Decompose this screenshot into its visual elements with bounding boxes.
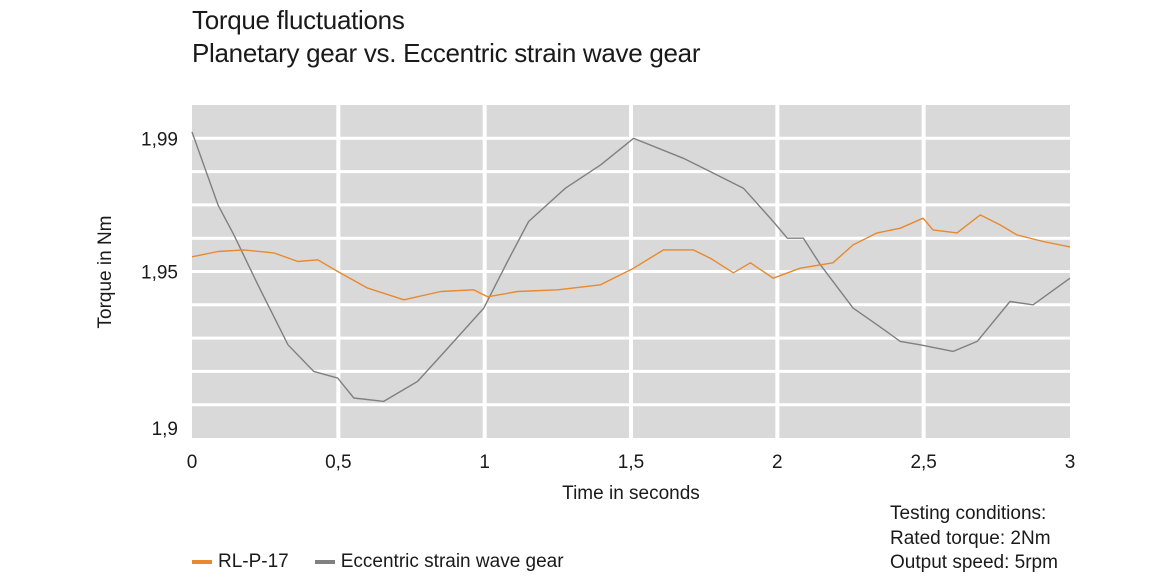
series-line-eccentric-strain-wave-gear bbox=[191, 131, 1071, 403]
legend-label: RL-P-17 bbox=[218, 551, 289, 572]
x-tick-label: 3 bbox=[1065, 452, 1076, 473]
legend-item-strain-wave: Eccentric strain wave gear bbox=[314, 551, 564, 573]
output-speed: Output speed: 5rpm bbox=[890, 552, 1058, 573]
x-tick-label: 1,5 bbox=[618, 452, 644, 473]
legend: RL-P-17 Eccentric strain wave gear bbox=[192, 551, 590, 573]
x-tick-label: 1 bbox=[479, 452, 490, 473]
x-tick-label: 0,5 bbox=[325, 452, 351, 473]
y-tick-label: 1,9 bbox=[152, 419, 178, 440]
legend-item-rl-p-17: RL-P-17 bbox=[192, 551, 289, 573]
subtitle-line: Planetary gear vs. Eccentric strain wave… bbox=[192, 38, 701, 68]
y-tick-label: 1,99 bbox=[141, 129, 178, 150]
y-tick-label: 1,95 bbox=[141, 263, 178, 284]
x-axis-label: Time in seconds bbox=[562, 483, 700, 504]
chart-title: Torque fluctuations Planetary gear vs. E… bbox=[192, 4, 700, 70]
title-line: Torque fluctuations bbox=[192, 5, 405, 35]
x-tick-label: 0 bbox=[187, 452, 198, 473]
series-line-rl-p-17 bbox=[191, 214, 1071, 301]
testing-conditions: Testing conditions: Rated torque: 2Nm Ou… bbox=[890, 502, 1058, 576]
legend-swatch bbox=[192, 560, 212, 564]
x-tick-label: 2,5 bbox=[910, 452, 936, 473]
y-axis-label: Torque in Nm bbox=[95, 215, 116, 329]
rated-torque: Rated torque: 2Nm bbox=[890, 527, 1051, 549]
testing-conditions-heading: Testing conditions: bbox=[890, 503, 1047, 524]
legend-label: Eccentric strain wave gear bbox=[340, 551, 564, 572]
x-tick-label: 2 bbox=[772, 452, 783, 473]
legend-swatch bbox=[314, 560, 335, 564]
